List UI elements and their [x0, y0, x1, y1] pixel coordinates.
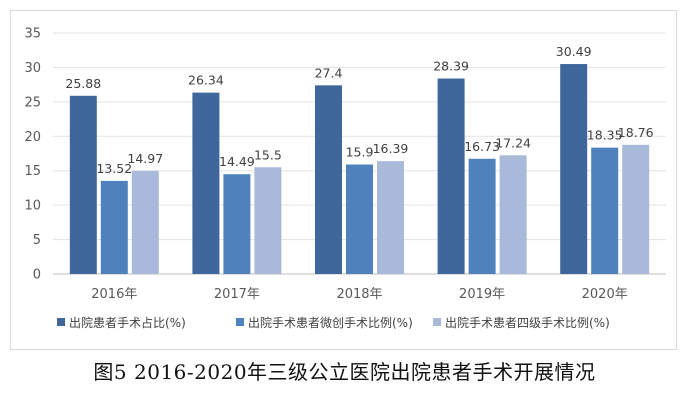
- bar: [437, 78, 465, 274]
- legend-swatch: [57, 318, 65, 326]
- legend-swatch: [433, 318, 441, 326]
- bar: [560, 64, 588, 275]
- bar: [315, 85, 342, 275]
- bar: [131, 170, 159, 274]
- bar: [468, 158, 496, 274]
- bar-series: [69, 64, 650, 275]
- x-tick-label: 2019年: [459, 287, 505, 302]
- x-tick-label: 2016年: [91, 287, 137, 302]
- legend-swatch: [236, 318, 244, 326]
- bar: [591, 147, 619, 274]
- data-label: 28.39: [433, 59, 469, 74]
- data-label: 30.49: [556, 44, 592, 59]
- y-tick-label: 25: [24, 95, 41, 110]
- y-tick-label: 15: [24, 164, 41, 179]
- data-label: 18.35: [587, 128, 623, 143]
- data-label: 25.88: [65, 76, 101, 91]
- x-tick-label: 2020年: [582, 287, 628, 302]
- bar: [69, 95, 97, 274]
- bar: [622, 144, 650, 274]
- x-tick-label: 2017年: [214, 287, 260, 302]
- legend: 出院患者手术占比(%) 出院手术患者微创手术比例(%) 出院手术患者四级手术比例(%…: [57, 315, 610, 330]
- bar: [499, 155, 527, 274]
- data-label: 14.97: [127, 151, 163, 166]
- bar: [192, 92, 220, 275]
- y-tick-label: 5: [33, 233, 41, 248]
- y-tick-label: 10: [24, 199, 41, 214]
- data-label: 27.4: [315, 65, 343, 80]
- bar: [254, 167, 282, 274]
- x-tick-label: 2018年: [336, 287, 382, 302]
- x-axis-ticks: 2016年 2017年 2018年 2019年 2020年: [91, 287, 627, 302]
- bar: [223, 174, 251, 274]
- data-label: 13.52: [96, 161, 132, 176]
- chart-frame: 0 5 10 15 20 25 30 35 25.88 13.52 14.97 26.34 14.49…: [10, 10, 677, 350]
- bar: [100, 180, 128, 274]
- data-label: 26.34: [188, 73, 224, 88]
- y-tick-label: 35: [24, 27, 41, 42]
- data-label: 14.49: [219, 154, 255, 169]
- data-label: 15.9: [346, 145, 374, 160]
- legend-label: 出院手术患者四级手术比例(%): [445, 316, 610, 330]
- figure-caption: 图5 2016-2020年三级公立医院出院患者手术开展情况: [93, 360, 596, 384]
- data-label: 16.73: [464, 139, 500, 154]
- data-label: 16.39: [373, 141, 409, 156]
- y-tick-label: 0: [33, 268, 41, 283]
- legend-label: 出院手术患者微创手术比例(%): [248, 316, 413, 330]
- y-tick-label: 30: [24, 61, 41, 76]
- bar: [346, 164, 373, 274]
- bar: [377, 161, 404, 274]
- y-axis-ticks: 0 5 10 15 20 25 30 35: [24, 27, 41, 283]
- legend-label: 出院患者手术占比(%): [69, 315, 186, 330]
- data-label: 18.76: [618, 125, 654, 140]
- data-label: 17.24: [495, 135, 531, 150]
- data-label: 15.5: [254, 147, 282, 162]
- y-tick-label: 20: [24, 130, 41, 145]
